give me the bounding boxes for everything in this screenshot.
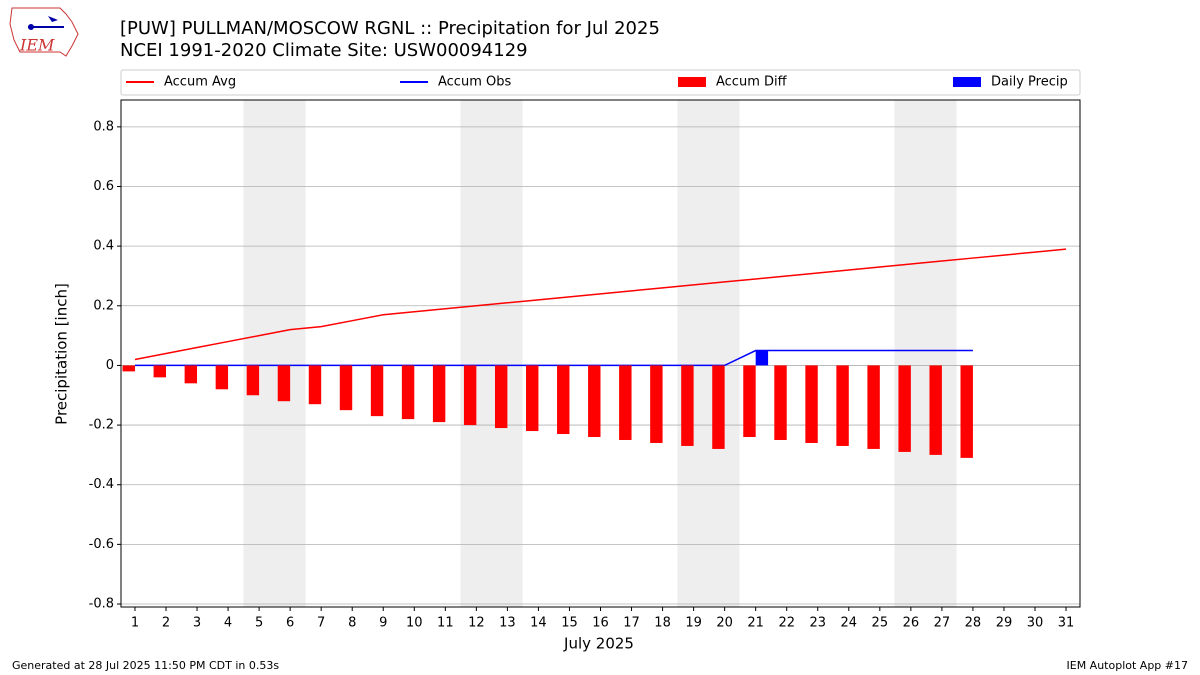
- x-tick-label: 19: [685, 616, 702, 631]
- weekend-band: [894, 100, 957, 607]
- bar: [712, 365, 725, 449]
- x-tick-label: 9: [379, 616, 387, 631]
- x-tick-label: 2: [162, 616, 170, 631]
- bar: [650, 365, 663, 443]
- bar: [743, 365, 756, 438]
- footer-right: IEM Autoplot App #17: [1067, 659, 1189, 672]
- x-tick-label: 13: [499, 616, 516, 631]
- x-tick-label: 26: [903, 616, 920, 631]
- legend: [120, 69, 1081, 96]
- x-tick-label: 21: [747, 616, 764, 631]
- y-axis-label: Precipitation [inch]: [53, 283, 71, 425]
- logo-dot: [28, 24, 34, 30]
- legend-swatch: [953, 77, 981, 87]
- x-tick-label: 24: [841, 616, 858, 631]
- bar: [898, 365, 911, 452]
- x-tick-label: 27: [934, 616, 951, 631]
- chart-title: [PUW] PULLMAN/MOSCOW RGNL :: Precipitati…: [120, 18, 660, 39]
- x-tick-label: 31: [1058, 616, 1075, 631]
- bar: [308, 365, 322, 405]
- weekend-band: [460, 100, 523, 607]
- x-tick-label: 15: [561, 616, 578, 631]
- bar: [215, 365, 229, 390]
- y-tick-label: -0.8: [89, 597, 114, 612]
- bar: [432, 365, 446, 423]
- logo-outline: [9, 7, 79, 57]
- x-tick-label: 10: [406, 616, 423, 631]
- y-tick-label: -0.2: [89, 418, 114, 433]
- legend-label: Accum Obs: [438, 75, 511, 90]
- bar: [836, 365, 849, 446]
- bar: [557, 365, 570, 435]
- x-tick-label: 17: [623, 616, 640, 631]
- bar: [494, 365, 508, 429]
- legend-label: Daily Precip: [991, 75, 1068, 90]
- x-tick-label: 16: [592, 616, 609, 631]
- x-tick-label: 20: [716, 616, 733, 631]
- logo-text: IEM: [19, 36, 55, 55]
- x-tick-label: 8: [348, 616, 356, 631]
- bar: [401, 365, 415, 420]
- chart-subtitle: NCEI 1991-2020 Climate Site: USW00094129: [120, 40, 528, 61]
- plot-frame: [120, 99, 1081, 608]
- line: [134, 248, 1067, 361]
- x-tick-label: 25: [872, 616, 889, 631]
- x-tick-label: 14: [530, 616, 547, 631]
- bar: [774, 365, 787, 440]
- x-tick-label: 18: [654, 616, 671, 631]
- bar: [588, 365, 601, 438]
- bar: [755, 350, 769, 366]
- bar: [277, 365, 291, 402]
- bar: [867, 365, 880, 449]
- weekend-band: [243, 100, 306, 607]
- legend-label: Accum Avg: [164, 75, 236, 90]
- line: [134, 349, 973, 367]
- logo-flag: [48, 16, 58, 22]
- weekend-band: [677, 100, 740, 607]
- x-tick-label: 22: [778, 616, 795, 631]
- y-tick-label: 0.4: [93, 239, 114, 254]
- x-tick-label: 3: [193, 616, 201, 631]
- y-tick-label: 0: [106, 358, 114, 373]
- x-tick-label: 11: [437, 616, 454, 631]
- bar: [184, 365, 198, 384]
- bar: [960, 365, 973, 458]
- legend-swatch: [678, 77, 706, 87]
- y-tick-label: 0.2: [93, 298, 114, 313]
- bar: [153, 365, 167, 378]
- weekend-shading: [243, 100, 957, 607]
- x-tick-label: 6: [286, 616, 294, 631]
- y-tick-label: -0.4: [89, 477, 114, 492]
- footer-left: Generated at 28 Jul 2025 11:50 PM CDT in…: [12, 659, 279, 672]
- bar: [681, 365, 694, 446]
- x-tick-label: 5: [255, 616, 263, 631]
- x-tick-label: 28: [965, 616, 982, 631]
- bar: [463, 365, 477, 426]
- x-tick-label: 12: [468, 616, 485, 631]
- bar: [929, 365, 942, 455]
- x-tick-label: 7: [317, 616, 325, 631]
- bar: [246, 365, 260, 396]
- x-tick-label: 29: [996, 616, 1013, 631]
- bar: [805, 365, 818, 443]
- logo: IEM: [9, 7, 79, 57]
- bar: [122, 365, 135, 372]
- y-tick-label: 0.6: [93, 179, 114, 194]
- bar: [339, 365, 353, 411]
- y-tick-label: 0.8: [93, 119, 114, 134]
- x-tick-label: 1: [131, 616, 139, 631]
- bar: [370, 365, 384, 417]
- legend-label: Accum Diff: [716, 75, 788, 90]
- x-tick-label: 4: [224, 616, 232, 631]
- x-tick-label: 30: [1027, 616, 1044, 631]
- x-tick-label: 23: [809, 616, 826, 631]
- y-tick-label: -0.6: [89, 537, 114, 552]
- bar: [619, 365, 632, 440]
- bar: [526, 365, 539, 432]
- x-axis-label: July 2025: [563, 635, 634, 653]
